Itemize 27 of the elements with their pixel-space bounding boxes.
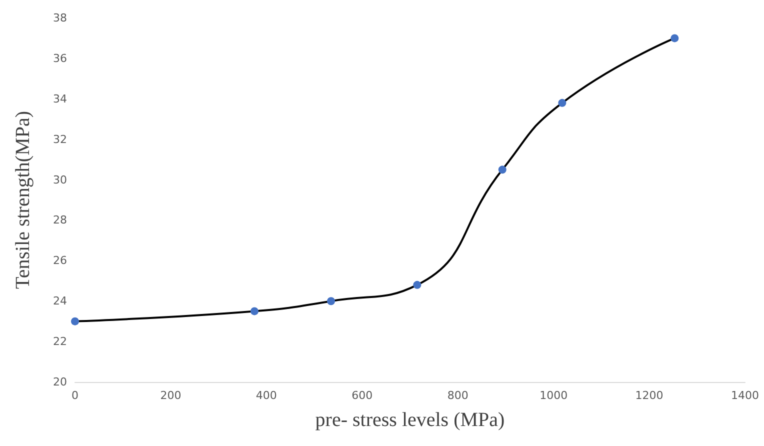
x-tick-label: 200	[160, 389, 182, 402]
x-tick-label: 1200	[635, 389, 664, 402]
y-axis-title: Tensile strength(MPa)	[12, 110, 34, 290]
y-tick-label: 22	[53, 335, 67, 348]
y-tick-label: 26	[53, 254, 67, 268]
x-tick-label: 400	[256, 389, 277, 402]
point	[670, 34, 679, 42]
point	[71, 317, 79, 326]
point	[250, 307, 258, 316]
y-tick-label: 36	[53, 52, 67, 65]
y-tick-label: 32	[53, 132, 67, 146]
point	[327, 297, 336, 306]
y-tick-label: 30	[53, 173, 67, 186]
x-tick-label: 1400	[731, 389, 759, 402]
x-tick-label: 0	[72, 389, 78, 402]
y-tick-label: 20	[53, 376, 67, 388]
y-tick-label: 38	[53, 12, 67, 24]
point	[558, 98, 566, 107]
point	[413, 280, 422, 289]
x-axis-title: pre- stress levels (MPa)	[315, 409, 505, 431]
point	[498, 166, 506, 174]
y-tick-label: 24	[53, 294, 67, 308]
x-tick-label: 800	[447, 389, 468, 402]
x-tick-label: 600	[352, 389, 373, 402]
x-tick-label: 1000	[540, 389, 568, 402]
y-tick-label: 28	[53, 214, 67, 227]
y-tick-label: 34	[53, 92, 67, 106]
